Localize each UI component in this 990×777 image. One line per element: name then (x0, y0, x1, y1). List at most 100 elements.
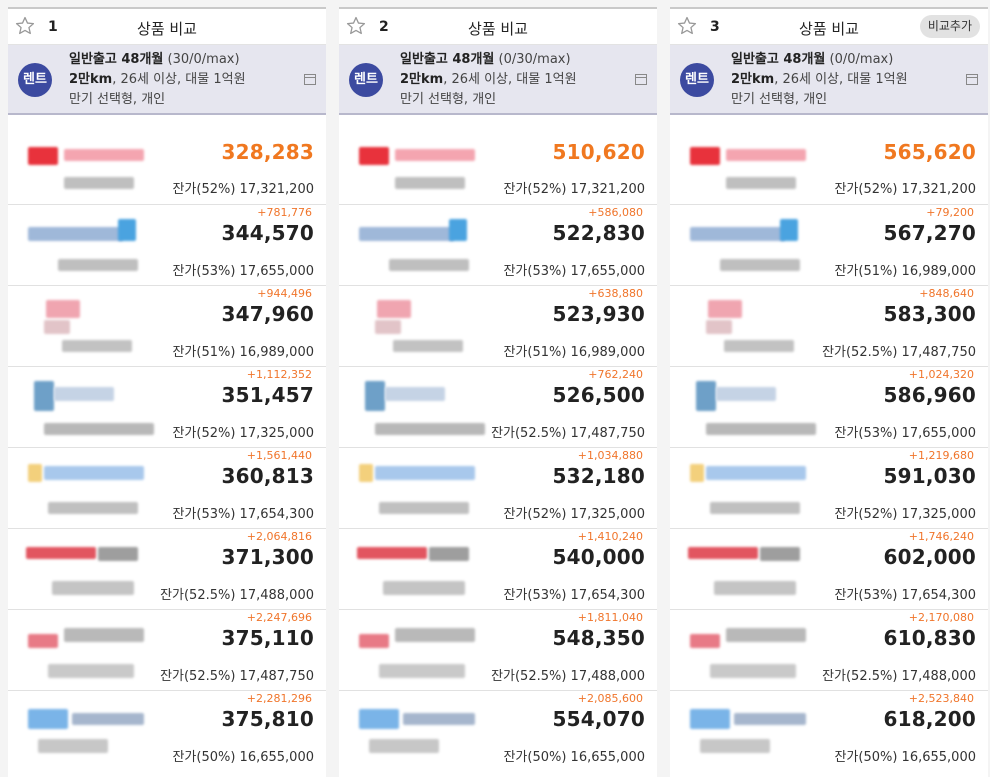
blurred-product-name (64, 628, 144, 642)
residual-value: 잔가(52.5%) 17,488,000 (822, 669, 976, 684)
star-outline-icon[interactable] (676, 15, 698, 37)
blurred-product-name (72, 713, 144, 725)
price-difference: +944,496 (257, 287, 312, 300)
price-difference: +2,170,080 (908, 611, 974, 624)
price-row[interactable]: +848,640 583,300 잔가(52.5%) 17,487,750 (670, 285, 988, 366)
price-difference: +1,561,440 (246, 449, 312, 462)
rent-badge: 렌트 (18, 63, 52, 97)
blurred-product-name (700, 739, 770, 753)
blurred-product-name (359, 464, 373, 482)
price-row[interactable]: +1,410,240 540,000 잔가(53%) 17,654,300 (339, 528, 657, 609)
blurred-product-name (726, 177, 796, 189)
memo-window-icon[interactable] (966, 74, 978, 85)
monthly-price: 567,270 (883, 221, 976, 245)
price-row[interactable]: +2,523,840 618,200 잔가(50%) 16,655,000 (670, 690, 988, 771)
price-row[interactable]: +1,746,240 602,000 잔가(53%) 17,654,300 (670, 528, 988, 609)
contract-term: 일반출고 48개월 (400, 52, 495, 67)
price-row[interactable]: +762,240 526,500 잔가(52.5%) 17,487,750 (339, 366, 657, 447)
price-row[interactable]: +2,247,696 375,110 잔가(52.5%) 17,487,750 (8, 609, 326, 690)
rent-badge: 렌트 (680, 63, 714, 97)
price-difference: +79,200 (926, 206, 974, 219)
price-difference: +781,776 (257, 206, 312, 219)
price-row[interactable]: +2,085,600 554,070 잔가(50%) 16,655,000 (339, 690, 657, 771)
blurred-product-name (395, 149, 475, 161)
add-compare-button[interactable]: 비교추가 (919, 15, 980, 38)
price-row[interactable]: +638,880 523,930 잔가(51%) 16,989,000 (339, 285, 657, 366)
blurred-product-name (720, 259, 800, 271)
blurred-product-name (690, 227, 785, 241)
contract-ratio: (0/0/max) (829, 52, 894, 67)
blurred-product-name (716, 387, 776, 401)
price-row[interactable]: +1,561,440 360,813 잔가(53%) 17,654,300 (8, 447, 326, 528)
price-difference: +1,219,680 (908, 449, 974, 462)
blurred-product-name (690, 147, 720, 165)
residual-value: 잔가(52%) 17,321,200 (503, 182, 645, 197)
condition-summary[interactable]: 렌트 일반출고 48개월 (0/0/max) 2만km, 26세 이상, 대물 1억… (670, 45, 988, 115)
monthly-price: 375,810 (221, 707, 314, 731)
price-row[interactable]: +781,776 344,570 잔가(53%) 17,655,000 (8, 204, 326, 285)
residual-value: 잔가(53%) 17,654,300 (503, 588, 645, 603)
price-row[interactable]: +1,112,352 351,457 잔가(52%) 17,325,000 (8, 366, 326, 447)
mileage: 2만km (69, 72, 113, 87)
residual-value: 잔가(53%) 17,654,300 (834, 588, 976, 603)
price-row[interactable]: +1,219,680 591,030 잔가(52%) 17,325,000 (670, 447, 988, 528)
blurred-product-name (375, 320, 401, 334)
condition-summary[interactable]: 렌트 일반출고 48개월 (30/0/max) 2만km, 26세 이상, 대물 1… (8, 45, 326, 115)
price-difference: +1,034,880 (577, 449, 643, 462)
price-row[interactable]: +79,200 567,270 잔가(51%) 16,989,000 (670, 204, 988, 285)
price-row[interactable]: 510,620 잔가(52%) 17,321,200 (339, 123, 657, 204)
price-row[interactable]: +2,170,080 610,830 잔가(52.5%) 17,488,000 (670, 609, 988, 690)
insurance-info: , 26세 이상, 대물 1억원 (443, 72, 577, 87)
monthly-price: 602,000 (883, 545, 976, 569)
price-row[interactable]: +944,496 347,960 잔가(51%) 16,989,000 (8, 285, 326, 366)
price-row[interactable]: +1,811,040 548,350 잔가(52.5%) 17,488,000 (339, 609, 657, 690)
price-difference: +848,640 (919, 287, 974, 300)
monthly-price: 371,300 (221, 545, 314, 569)
blurred-product-name (28, 709, 68, 729)
monthly-price: 522,830 (552, 221, 645, 245)
star-outline-icon[interactable] (14, 15, 36, 37)
contract-type: 만기 선택형, 개인 (731, 92, 828, 107)
price-row[interactable]: 565,620 잔가(52%) 17,321,200 (670, 123, 988, 204)
price-row[interactable]: +2,281,296 375,810 잔가(50%) 16,655,000 (8, 690, 326, 771)
blurred-product-name (359, 709, 399, 729)
price-difference: +1,811,040 (577, 611, 643, 624)
blurred-product-name (395, 177, 465, 189)
blurred-product-name (28, 464, 42, 482)
blurred-product-name (357, 547, 427, 559)
price-difference: +762,240 (588, 368, 643, 381)
blurred-product-name (375, 466, 475, 480)
monthly-price: 360,813 (221, 464, 314, 488)
blurred-product-name (379, 664, 465, 678)
price-row[interactable]: +1,024,320 586,960 잔가(53%) 17,655,000 (670, 366, 988, 447)
blurred-product-name (706, 320, 732, 334)
blurred-product-name (359, 227, 454, 241)
price-row[interactable]: +2,064,816 371,300 잔가(52.5%) 17,488,000 (8, 528, 326, 609)
blurred-product-name (690, 464, 704, 482)
residual-value: 잔가(50%) 16,655,000 (503, 750, 645, 765)
memo-window-icon[interactable] (635, 74, 647, 85)
contract-term: 일반출고 48개월 (731, 52, 826, 67)
contract-term: 일반출고 48개월 (69, 52, 164, 67)
monthly-price: 586,960 (883, 383, 976, 407)
blurred-product-name (359, 147, 389, 165)
monthly-price: 351,457 (221, 383, 314, 407)
column-number: 1 (48, 19, 58, 35)
residual-value: 잔가(52.5%) 17,488,000 (160, 588, 314, 603)
monthly-price: 540,000 (552, 545, 645, 569)
blurred-product-name (54, 387, 114, 401)
price-difference: +2,281,296 (246, 692, 312, 705)
price-row[interactable]: +1,034,880 532,180 잔가(52%) 17,325,000 (339, 447, 657, 528)
blurred-product-name (365, 381, 385, 411)
blurred-product-name (690, 709, 730, 729)
blurred-product-name (393, 340, 463, 352)
contract-type: 만기 선택형, 개인 (400, 92, 497, 107)
blurred-product-name (52, 581, 134, 595)
price-row[interactable]: +586,080 522,830 잔가(53%) 17,655,000 (339, 204, 657, 285)
memo-window-icon[interactable] (304, 74, 316, 85)
blurred-product-name (726, 628, 806, 642)
blurred-product-name (429, 547, 469, 561)
condition-summary[interactable]: 렌트 일반출고 48개월 (0/30/max) 2만km, 26세 이상, 대물 1… (339, 45, 657, 115)
star-outline-icon[interactable] (345, 15, 367, 37)
price-row[interactable]: 328,283 잔가(52%) 17,321,200 (8, 123, 326, 204)
